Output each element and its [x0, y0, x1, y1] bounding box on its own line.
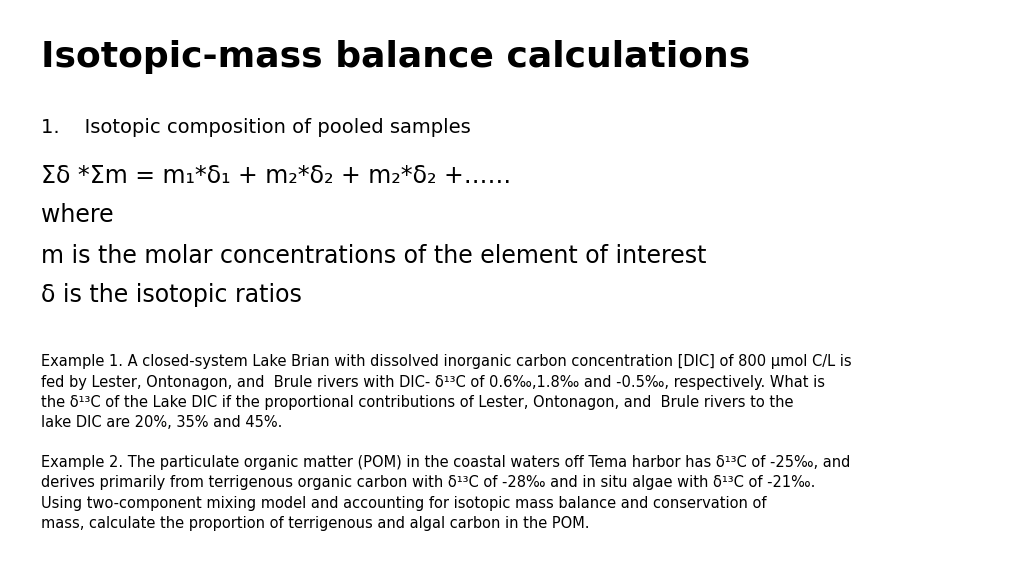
Text: Example 1. A closed-system Lake Brian with dissolved inorganic carbon concentrat: Example 1. A closed-system Lake Brian wi…: [41, 354, 852, 430]
Text: Example 2. The particulate organic matter (POM) in the coastal waters off Tema h: Example 2. The particulate organic matte…: [41, 455, 850, 531]
Text: where: where: [41, 203, 114, 227]
Text: 1.    Isotopic composition of pooled samples: 1. Isotopic composition of pooled sample…: [41, 118, 471, 137]
Text: δ is the isotopic ratios: δ is the isotopic ratios: [41, 283, 302, 308]
Text: Σδ *Σm = m₁*δ₁ + m₂*δ₂ + m₂*δ₂ +……: Σδ *Σm = m₁*δ₁ + m₂*δ₂ + m₂*δ₂ +……: [41, 164, 511, 188]
Text: m is the molar concentrations of the element of interest: m is the molar concentrations of the ele…: [41, 244, 707, 268]
Text: Isotopic-mass balance calculations: Isotopic-mass balance calculations: [41, 40, 751, 74]
